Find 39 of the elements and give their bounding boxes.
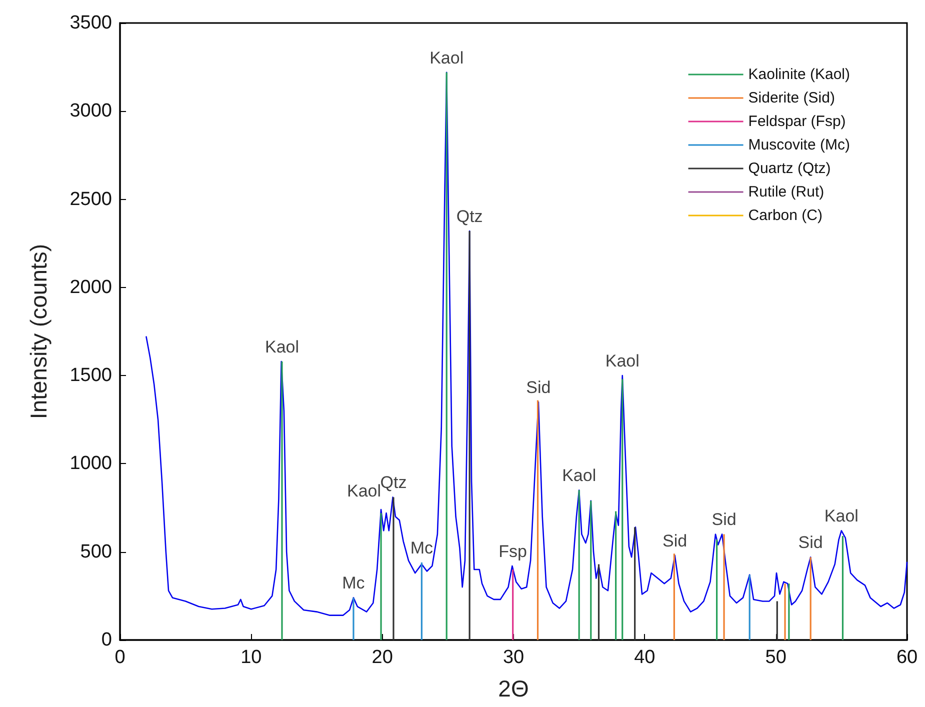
annotation: Mc — [342, 574, 366, 593]
annotation: Mc — [410, 538, 434, 558]
legend-label: Siderite (Sid) — [748, 90, 835, 106]
annotation: Qtz — [380, 473, 407, 492]
x-tick-label: 40 — [634, 647, 656, 668]
annotation: Sid — [662, 531, 688, 550]
annotation: Sid — [712, 510, 736, 530]
annotation: Kaol — [824, 506, 858, 526]
legend-label: Feldspar (Fsp) — [748, 113, 846, 130]
x-axis-title: 2Θ — [498, 676, 529, 702]
annotation: Kaol — [430, 48, 464, 68]
y-tick-label: 0 — [101, 630, 112, 650]
annotation: Fsp — [498, 542, 528, 561]
annotation: Kaol — [605, 352, 640, 371]
legend-label: Muscovite (Mc) — [748, 136, 850, 154]
legend-label: Quartz (Qtz) — [748, 160, 831, 177]
y-axis-title: Intensity (counts) — [26, 244, 52, 420]
y-tick-label: 3500 — [70, 12, 112, 34]
y-tick-label: 3000 — [70, 100, 112, 122]
x-tick-label: 10 — [240, 647, 262, 668]
y-tick-label: 1000 — [70, 453, 112, 474]
x-tick-label: 60 — [896, 647, 918, 668]
annotation: Kaol — [562, 466, 596, 486]
annotation: Sid — [526, 378, 551, 398]
x-tick-label: 0 — [114, 647, 126, 668]
legend-label: Carbon (C) — [748, 207, 822, 224]
x-tick-label: 30 — [502, 647, 524, 668]
y-tick-label: 2000 — [70, 276, 112, 298]
annotation: Qtz — [456, 207, 483, 226]
y-tick-label: 2500 — [70, 188, 112, 210]
legend-label: Kaolinite (Kaol) — [748, 66, 850, 83]
x-tick-label: 50 — [765, 647, 786, 668]
legend-label: Rutile (Rut) — [748, 184, 824, 200]
y-tick-label: 1500 — [70, 365, 112, 386]
annotation: Sid — [798, 533, 823, 552]
x-tick-label: 20 — [372, 647, 393, 668]
annotation: Kaol — [264, 337, 300, 356]
annotation: Kaol — [346, 482, 382, 501]
y-tick-label: 500 — [80, 541, 112, 562]
